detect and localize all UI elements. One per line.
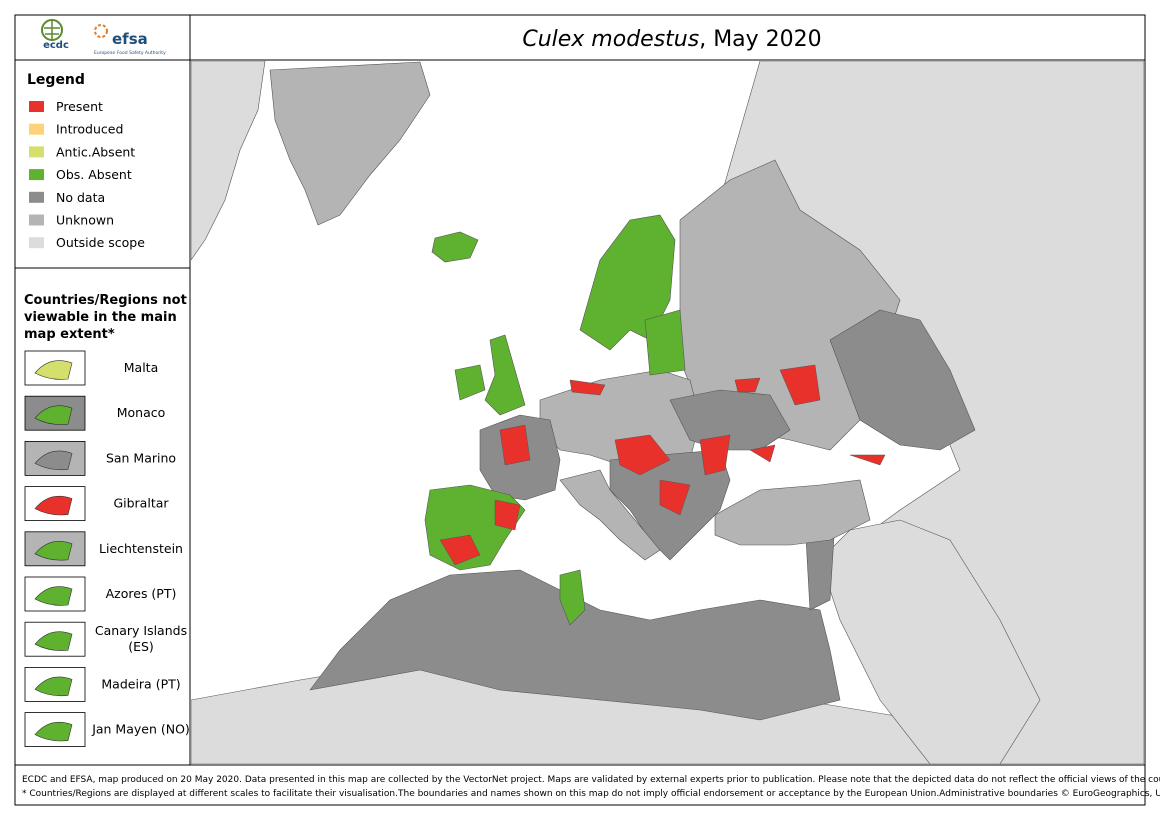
inset-shape [34,541,73,561]
legend-label: Antic.Absent [56,144,135,159]
inset-label: San Marino [106,450,176,465]
footer-line: ECDC and EFSA, map produced on 20 May 20… [22,775,1160,785]
inset-shape [34,405,73,425]
legend-label: Introduced [56,122,123,137]
ecdc-logo: ecdc [41,19,69,51]
legend-swatch [29,101,44,112]
legend-swatch [29,123,44,135]
inset-label: Canary Islands (ES) [95,623,187,654]
legend-label: Obs. Absent [56,167,132,182]
legend-swatch [29,214,44,226]
inset-label: Monaco [117,405,166,420]
title-date: , May 2020 [699,27,821,52]
legend-swatch [29,237,44,249]
legend-swatch [29,191,44,203]
inset-shape [34,495,73,516]
insets: Malta Monaco San Marino Gibraltar Liechtenst… [24,350,190,747]
title-species: Culex modestus [522,27,699,52]
footer-line: * Countries/Regions are displayed at dif… [22,789,1160,799]
inset-shape [34,676,73,697]
efsa-logo: efsa European Food Safety Authority [94,24,166,56]
legend-swatch [29,146,44,158]
legend: Present Introduced Antic.Absent Obs. Absent… [29,99,145,250]
inset-label: Malta [124,360,158,375]
insets-title: Countries/Regions not viewable in the mai… [24,293,187,342]
inset-shape [34,360,73,380]
map-title: Culex modestus, May 2020 [522,27,821,52]
inset-shape [34,721,73,742]
efsa-subtitle: European Food Safety Authority [94,50,166,56]
inset-label: Azores (PT) [106,586,177,601]
inset-shape [34,631,73,651]
inset-shape [34,450,73,471]
efsa-text: efsa [112,30,148,48]
legend-swatch [29,169,44,181]
legend-title: Legend [27,72,85,88]
legend-label: Present [56,99,103,114]
map [191,61,1144,764]
inset-shape [34,586,73,606]
ecdc-text: ecdc [43,40,69,51]
inset-label: Liechtenstein [99,541,183,556]
legend-label: Outside scope [56,235,145,250]
inset-label: Gibraltar [113,496,169,511]
legend-label: No data [56,190,105,205]
legend-label: Unknown [56,213,114,228]
inset-label: Madeira (PT) [101,676,180,691]
inset-label: Jan Mayen (NO) [91,722,190,737]
